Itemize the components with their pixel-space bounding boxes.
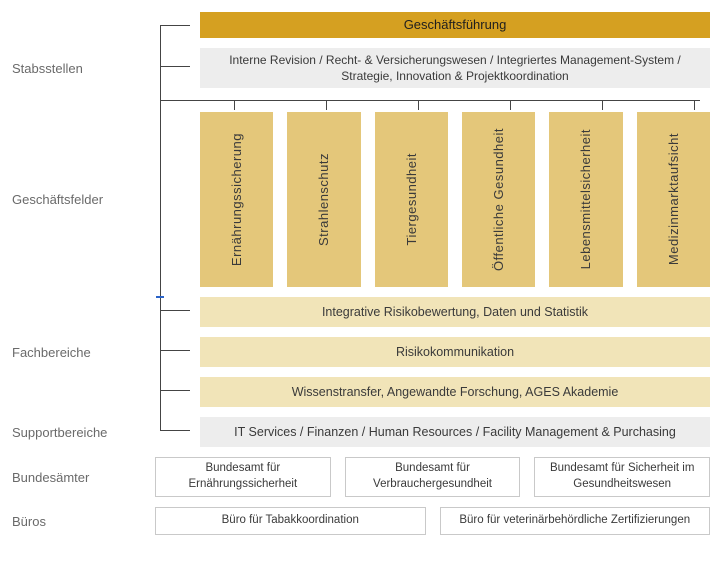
- gf-col-1: Strahlenschutz: [287, 112, 360, 287]
- fb-bar-0: Integrative Risikobewertung, Daten und S…: [200, 297, 710, 327]
- ba-box-1: Bundesamt für Verbrauchergesundheit: [345, 457, 521, 497]
- fb-bar-2: Wissenstransfer, Angewandte Forschung, A…: [200, 377, 710, 407]
- ba-box-0: Bundesamt für Ernährungssicherheit: [155, 457, 331, 497]
- gf-col-3: Öffentliche Gesundheit: [462, 112, 535, 287]
- fb-bar-1: Risikokommunikation: [200, 337, 710, 367]
- spacer-label: [10, 12, 155, 38]
- org-chart: Geschäftsführung Stabsstellen Interne Re…: [0, 0, 720, 572]
- gf-col-5: Medizinmarktaufsicht: [637, 112, 710, 287]
- gf-col-5-label: Medizinmarktaufsicht: [665, 133, 683, 265]
- gf-col-2-label: Tiergesundheit: [403, 153, 421, 246]
- label-fachbereiche: Fachbereiche: [10, 337, 155, 367]
- gf-col-0-label: Ernährungssicherung: [228, 133, 246, 266]
- box-stabsstellen: Interne Revision / Recht- & Versicherung…: [200, 48, 710, 88]
- support-bar: IT Services / Finanzen / Human Resources…: [200, 417, 710, 447]
- gf-col-0: Ernährungssicherung: [200, 112, 273, 287]
- gf-col-4-label: Lebensmittelsicherheit: [577, 129, 595, 269]
- spacer-label-2: [10, 297, 155, 327]
- spacer-label-3: [10, 377, 155, 407]
- gf-col-4: Lebensmittelsicherheit: [549, 112, 622, 287]
- buro-box-0: Büro für Tabakkoordination: [155, 507, 426, 535]
- label-stabsstellen: Stabsstellen: [10, 48, 155, 88]
- gf-col-3-label: Öffentliche Gesundheit: [490, 128, 508, 271]
- label-bueros: Büros: [10, 507, 155, 535]
- box-geschaeftsfuehrung: Geschäftsführung: [200, 12, 710, 38]
- ba-box-2: Bundesamt für Sicherheit im Gesundheitsw…: [534, 457, 710, 497]
- label-geschaeftsfelder: Geschäftsfelder: [10, 112, 155, 287]
- label-supportbereiche: Supportbereiche: [10, 417, 155, 447]
- label-bundesaemter: Bundesämter: [10, 457, 155, 497]
- gf-col-1-label: Strahlenschutz: [315, 153, 333, 246]
- gf-col-2: Tiergesundheit: [375, 112, 448, 287]
- buro-box-1: Büro für veterinärbehördliche Zertifizie…: [440, 507, 711, 535]
